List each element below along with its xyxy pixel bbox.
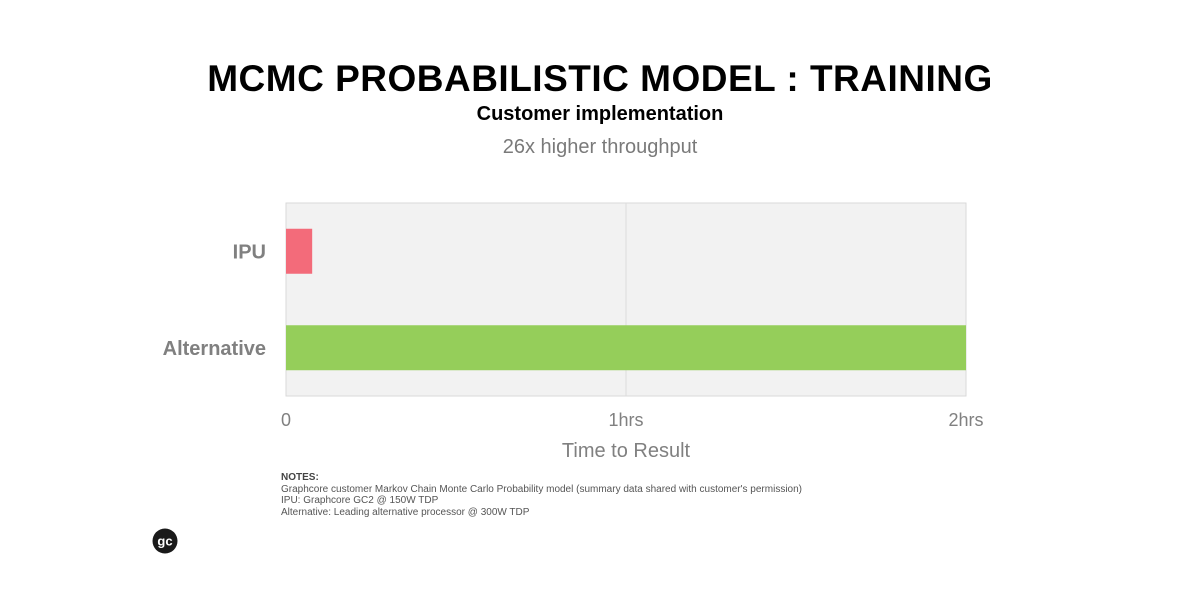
- notes-header: NOTES:: [281, 472, 319, 483]
- notes-block: NOTES: Graphcore customer Markov Chain M…: [281, 472, 802, 518]
- category-label: Alternative: [163, 338, 266, 360]
- bar-alternative: [286, 325, 966, 371]
- logo-text: gc: [157, 534, 172, 549]
- notes-line: Graphcore customer Markov Chain Monte Ca…: [281, 483, 802, 495]
- chart-subtitle: Customer implementation: [476, 103, 724, 125]
- x-tick-label: 1hrs: [608, 410, 643, 430]
- notes-line: Alternative: Leading alternative process…: [281, 506, 530, 518]
- bar-ipu: [286, 228, 313, 274]
- chart-title: MCMC PROBABILISTIC MODEL : TRAINING: [207, 58, 993, 99]
- logo-circle: [152, 528, 178, 554]
- category-label: IPU: [233, 241, 266, 263]
- x-tick-label: 0: [281, 410, 291, 430]
- x-axis-title: Time to Result: [562, 440, 691, 462]
- throughput-annotation: 26x higher throughput: [502, 136, 698, 158]
- notes-line: IPU: Graphcore GC2 @ 150W TDP: [281, 495, 439, 506]
- graphcore-logo-icon: gc: [152, 528, 178, 554]
- x-tick-label: 2hrs: [948, 410, 983, 430]
